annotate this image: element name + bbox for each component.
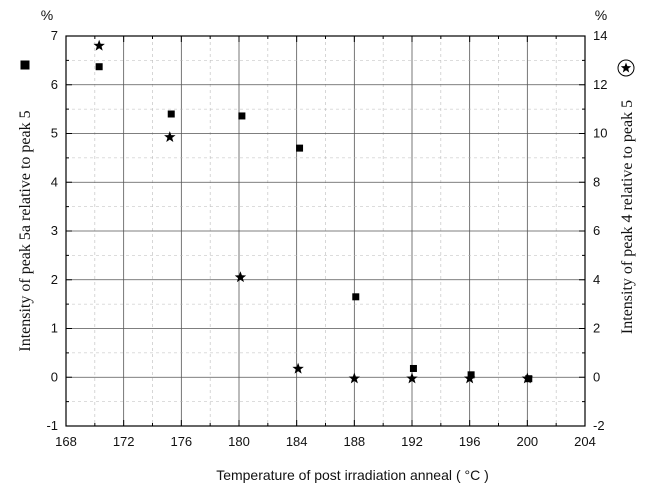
x-tick-label: 172 bbox=[113, 434, 135, 449]
x-tick-label: 204 bbox=[574, 434, 596, 449]
y-right-tick-label: -2 bbox=[593, 418, 605, 433]
legend-star-ring bbox=[617, 59, 635, 77]
data-point-star bbox=[348, 372, 361, 384]
x-tick-label: 192 bbox=[401, 434, 423, 449]
x-tick-labels: 168 172 176 180 184 188 192 196 200 204 bbox=[55, 434, 596, 449]
y-left-tick-label: -1 bbox=[46, 418, 58, 433]
y-right-tick-label: 6 bbox=[593, 223, 600, 238]
y-left-tick-label: 6 bbox=[51, 77, 58, 92]
data-point-star bbox=[234, 271, 247, 283]
data-point-star bbox=[292, 362, 304, 374]
y-right-tick-labels: -2 0 2 4 6 8 10 12 14 bbox=[593, 28, 607, 433]
y-right-tick-label: 12 bbox=[593, 77, 607, 92]
y-right-tick-label: 2 bbox=[593, 321, 600, 336]
legend-square-marker bbox=[20, 60, 30, 70]
grid bbox=[66, 36, 585, 426]
x-tick-label: 184 bbox=[286, 434, 308, 449]
y-right-axis-label: Intensity of peak 4 relative to peak 5 bbox=[619, 100, 636, 334]
x-tick-label: 168 bbox=[55, 434, 77, 449]
x-tick-label: 196 bbox=[459, 434, 481, 449]
y-right-tick-label: 8 bbox=[593, 174, 600, 189]
y-left-tick-label: 0 bbox=[51, 369, 58, 384]
x-tick-label: 180 bbox=[228, 434, 250, 449]
y-left-unit: % bbox=[41, 7, 53, 23]
data-point-star bbox=[164, 131, 176, 143]
x-axis-label-group: Temperature of post irradiation anneal (… bbox=[216, 467, 489, 483]
y-right-tick-label: 0 bbox=[593, 369, 600, 384]
y-left-tick-label: 1 bbox=[51, 321, 58, 336]
data-point-star bbox=[463, 372, 476, 384]
y-right-tick-label: 10 bbox=[593, 126, 607, 141]
x-axis-unit: ( °C ) bbox=[456, 467, 489, 483]
x-tick-label: 200 bbox=[516, 434, 538, 449]
x-axis-label: Temperature of post irradiation anneal bbox=[216, 467, 452, 483]
tick-marks bbox=[65, 35, 586, 427]
data-point-square bbox=[167, 110, 175, 118]
x-tick-label: 176 bbox=[170, 434, 192, 449]
data-point-square bbox=[95, 63, 103, 71]
y-left-tick-labels: -1 0 1 2 3 4 5 6 7 bbox=[46, 28, 58, 433]
y-left-tick-label: 3 bbox=[51, 223, 58, 238]
data-point-star bbox=[521, 372, 534, 384]
legend-star-marker bbox=[617, 59, 635, 77]
y-left-tick-label: 5 bbox=[51, 126, 58, 141]
y-right-tick-label: 4 bbox=[593, 272, 600, 287]
x-tick-label: 188 bbox=[343, 434, 365, 449]
data-point-square bbox=[467, 371, 475, 379]
y-right-tick-label: 14 bbox=[593, 28, 607, 43]
data-point-square bbox=[296, 144, 304, 152]
data-point-square bbox=[409, 364, 417, 372]
y-left-tick-label: 4 bbox=[51, 174, 58, 189]
legend-star bbox=[620, 62, 632, 73]
data-points bbox=[93, 39, 534, 384]
data-point-star bbox=[93, 39, 105, 51]
y-left-axis-label: Intensity of peak 5a relative to peak 5 bbox=[17, 110, 34, 351]
y-left-tick-label: 7 bbox=[51, 28, 58, 43]
y-right-unit: % bbox=[595, 7, 607, 23]
data-point-star bbox=[406, 372, 418, 384]
data-point-square bbox=[238, 112, 246, 120]
legend-square bbox=[20, 60, 30, 70]
data-point-square bbox=[352, 293, 360, 301]
y-left-tick-label: 2 bbox=[51, 272, 58, 287]
